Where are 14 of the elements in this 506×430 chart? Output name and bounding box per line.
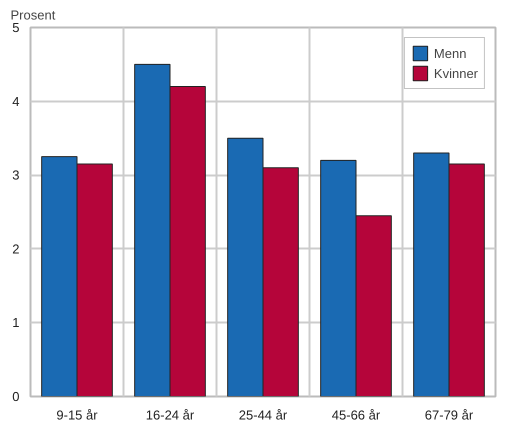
y-tick-label: 4 [12,94,20,109]
x-tick-label: 67-79 år [424,408,474,422]
y-tick-label: 5 [12,20,20,35]
y-tick-label: 0 [12,389,20,404]
y-tick-label: 1 [12,315,20,330]
legend-label: Menn [434,46,466,60]
legend-label: Kvinner [434,66,478,80]
y-tick-label: 2 [12,241,20,256]
x-tick-label: 16-24 år [146,408,195,422]
x-tick-label: 25-44 år [238,408,288,422]
y-tick-label: 3 [12,168,20,183]
x-tick-label: 45-66 år [332,408,381,422]
x-tick-label: 9-15 år [56,408,98,422]
y-axis-title: Prosent [10,8,56,22]
